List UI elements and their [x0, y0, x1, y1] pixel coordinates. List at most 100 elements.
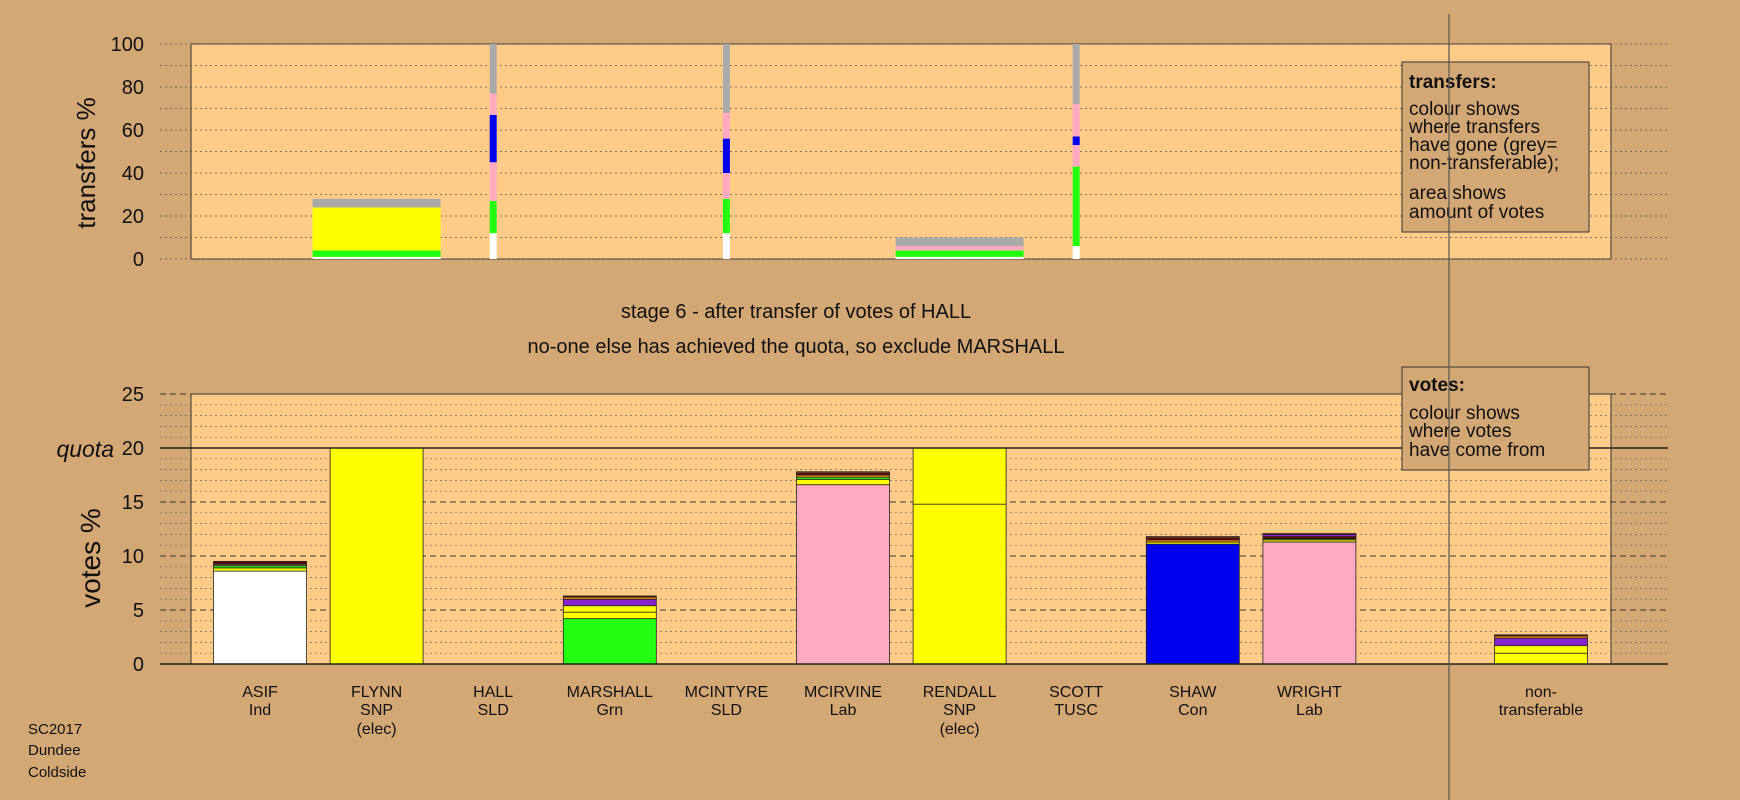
votes-y-tick-label: 10	[122, 546, 144, 568]
transfer-bar-segment	[489, 233, 497, 259]
transfer-bar-segment	[1072, 246, 1080, 259]
candidate-party-label: SLD	[711, 702, 742, 719]
candidate-party-label: TUSC	[1054, 702, 1098, 719]
vote-bar-segment	[1494, 634, 1588, 637]
transfer-bar-segment	[895, 237, 1024, 247]
candidate-name-label: ASIF	[242, 684, 278, 701]
vote-bar-segment	[213, 567, 307, 572]
vote-bar-segment	[562, 611, 657, 620]
transfers-legend-line: have gone (grey=	[1409, 135, 1557, 156]
transfer-bar-segment	[489, 114, 497, 163]
transfer-bar-segment	[489, 93, 497, 115]
transfers-y-tick-label: 20	[122, 206, 144, 228]
candidate-name-label: MARSHALL	[567, 684, 653, 701]
transfer-bar-segment	[489, 200, 497, 234]
votes-y-tick-label: 0	[133, 654, 144, 676]
candidate-name-label: HALL	[473, 684, 513, 701]
transfer-bar-segment	[489, 44, 497, 94]
transfer-bar-segment	[722, 112, 730, 139]
transfer-bar-segment	[895, 246, 1024, 251]
vote-bar-segment	[796, 484, 890, 665]
transfer-bar-segment	[722, 44, 730, 113]
transfer-bar-segment	[722, 198, 730, 234]
candidate-name-label: MCINTYRE	[685, 684, 769, 701]
top-y-axis-label: transfers %	[71, 97, 101, 229]
footer-line: SC2017	[28, 721, 82, 738]
bottom-y-axis-label: votes %	[75, 508, 106, 608]
vote-bar-segment	[1262, 541, 1357, 665]
transfers-legend: transfers: colour shows where transfers …	[1401, 61, 1590, 233]
transfers-y-tick-label: 100	[111, 34, 144, 56]
transfer-bar-segment	[722, 138, 730, 173]
transfer-bar-segment	[312, 256, 441, 259]
stage-subtitle: no-one else has achieved the quota, so e…	[527, 336, 1064, 358]
candidate-party-label: Grn	[596, 702, 623, 719]
transfers-legend-title: transfers:	[1409, 72, 1497, 93]
votes-panel: 0510152025ASIFIndFLYNNSNP(elec)HALLSLDMA…	[122, 384, 1668, 738]
transfer-bar-segment	[1072, 145, 1080, 167]
transfer-bar-segment	[1072, 104, 1080, 137]
candidate-party-label: Lab	[830, 702, 857, 719]
vote-bar-segment	[562, 598, 657, 607]
vote-bar-segment	[1145, 543, 1240, 665]
vote-bar-segment	[562, 605, 657, 613]
candidate-name-label: SHAW	[1169, 684, 1217, 701]
vote-bar-segment	[562, 595, 657, 598]
candidate-name-label: SCOTT	[1049, 684, 1103, 701]
transfer-bar-segment	[312, 198, 441, 208]
vote-bar-segment	[1494, 637, 1588, 647]
transfer-bar-segment	[312, 207, 441, 251]
transfer-bar-segment	[489, 162, 497, 201]
candidate-party-label: Con	[1178, 702, 1207, 719]
votes-legend: votes: colour shows where votes have com…	[1401, 366, 1590, 471]
candidate-party-label: Lab	[1296, 702, 1323, 719]
transfers-legend-line: area shows	[1409, 183, 1506, 204]
transfers-legend-line: amount of votes	[1409, 202, 1544, 223]
transfers-y-tick-label: 80	[122, 77, 144, 99]
vote-bar-segment	[1145, 536, 1240, 539]
transfers-legend-line: colour shows	[1409, 99, 1520, 120]
vote-bar-segment	[562, 618, 657, 665]
candidate-elected-label: (elec)	[357, 721, 397, 738]
transfers-legend-line: where transfers	[1408, 117, 1540, 138]
candidate-name-label: FLYNN	[351, 684, 402, 701]
vote-bar-segment	[912, 503, 1007, 665]
transfer-bar-segment	[895, 256, 1024, 259]
candidate-party-label: Ind	[249, 702, 271, 719]
votes-y-tick-label: 5	[133, 600, 144, 622]
transfers-legend-line: non-transferable);	[1409, 153, 1559, 174]
transfer-bar-segment	[895, 250, 1024, 257]
candidate-name-label: non-	[1525, 684, 1557, 701]
stage-title: stage 6 - after transfer of votes of HAL…	[621, 301, 971, 323]
votes-legend-line: have come from	[1409, 440, 1545, 461]
candidate-party-label: SLD	[478, 702, 509, 719]
candidate-party-label: SNP	[943, 702, 976, 719]
vote-bar-segment	[1494, 652, 1588, 665]
candidate-elected-label: (elec)	[940, 721, 980, 738]
transfer-bar-segment	[1072, 44, 1080, 105]
vote-bar-segment	[796, 478, 890, 486]
transfer-bar-segment	[722, 173, 730, 199]
votes-y-tick-label: 25	[122, 384, 144, 406]
vote-bar-segment	[213, 561, 307, 564]
candidate-name-label: RENDALL	[923, 684, 997, 701]
transfer-bar-segment	[1072, 136, 1080, 146]
vote-bar-segment	[1494, 645, 1588, 654]
footer-line: Coldside	[28, 764, 86, 781]
vote-bar-segment	[213, 570, 307, 665]
votes-y-tick-label: 20	[122, 438, 144, 460]
vote-bar-segment	[329, 447, 424, 665]
transfers-y-tick-label: 40	[122, 163, 144, 185]
votes-legend-line: colour shows	[1409, 403, 1520, 424]
transfer-bar-segment	[312, 250, 441, 257]
votes-plot-area	[190, 393, 1612, 665]
transfer-bar-segment	[722, 233, 730, 259]
footer-line: Dundee	[28, 742, 81, 759]
quota-label: quota	[56, 436, 114, 462]
votes-y-tick-label: 15	[122, 492, 144, 514]
candidate-name-label: WRIGHT	[1277, 684, 1342, 701]
votes-legend-line: where votes	[1408, 421, 1511, 442]
candidate-party-label: transferable	[1499, 702, 1584, 719]
transfers-y-tick-label: 60	[122, 120, 144, 142]
